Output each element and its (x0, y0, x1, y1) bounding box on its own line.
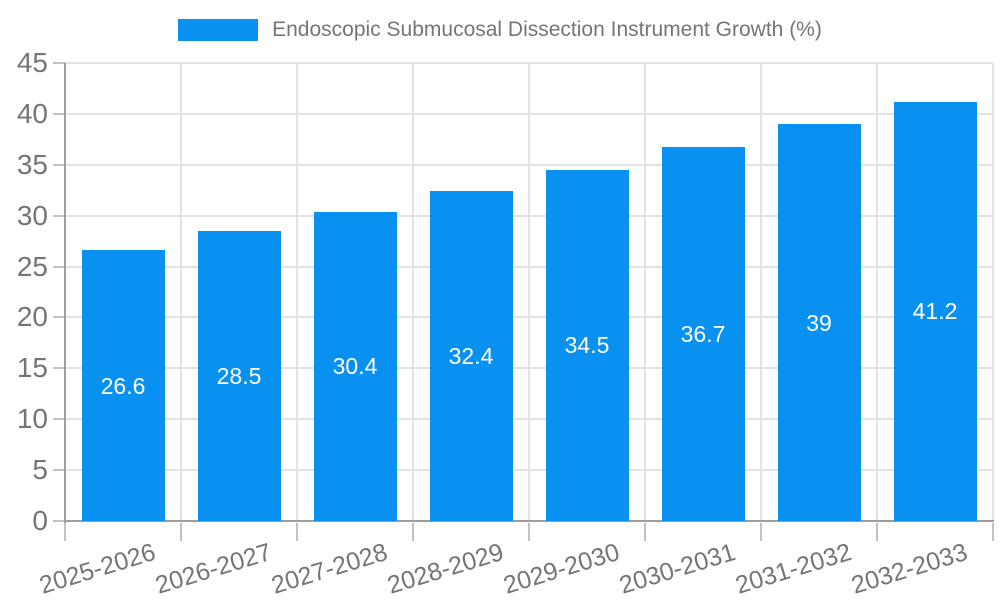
bar-2031-2032 (777, 124, 861, 521)
x-gridline (992, 63, 994, 521)
x-gridline (296, 63, 298, 521)
x-gridline (760, 63, 762, 521)
y-axis-tick (53, 62, 65, 64)
y-axis-tick (53, 214, 65, 217)
bar-value-label: 28.5 (216, 362, 262, 389)
bar-2025-2026 (81, 250, 165, 521)
x-axis-label: 2028-2029 (384, 538, 508, 600)
y-axis-label: 5 (32, 454, 48, 486)
bar-2026-2027 (197, 230, 281, 521)
x-axis-tick (296, 523, 298, 541)
x-axis-label: 2029-2030 (500, 538, 624, 600)
bar-2029-2030 (545, 169, 629, 521)
y-axis-label: 15 (16, 352, 48, 384)
y-axis-tick (53, 367, 65, 370)
y-axis-label: 45 (16, 47, 48, 78)
bar-value-label: 32.4 (448, 343, 494, 370)
x-axis-label: 2031-2032 (732, 538, 856, 600)
x-axis-tick (876, 523, 878, 541)
legend-label: Endoscopic Submucosal Dissection Instrum… (272, 18, 822, 41)
bar-value-label: 36.7 (680, 321, 726, 348)
legend-swatch (178, 19, 259, 41)
x-axis-tick (412, 523, 414, 541)
y-axis-tick (53, 520, 65, 522)
y-axis-tick (53, 418, 65, 421)
bar-value-label: 26.6 (100, 372, 146, 399)
x-axis-tick (760, 523, 762, 541)
x-axis-label: 2032-2033 (848, 538, 972, 600)
y-axis-label: 40 (16, 97, 48, 129)
x-gridline (528, 63, 530, 521)
y-axis-label: 25 (16, 250, 48, 282)
bar-2028-2029 (429, 191, 513, 521)
legend: Endoscopic Submucosal Dissection Instrum… (0, 18, 1000, 42)
x-gridline (180, 63, 182, 521)
x-axis-label: 2027-2028 (268, 538, 392, 600)
x-axis-tick (992, 523, 994, 541)
bar-value-label: 30.4 (332, 353, 378, 380)
y-axis-label: 10 (16, 403, 48, 435)
x-gridline (644, 63, 646, 521)
y-axis-tick (53, 163, 65, 166)
bar-2032-2033 (893, 101, 977, 521)
x-axis-tick (644, 523, 646, 541)
y-axis-label: 30 (16, 199, 48, 231)
x-axis-tick (180, 523, 182, 541)
y-axis-tick (53, 316, 65, 319)
y-axis-line (64, 63, 66, 523)
y-axis-tick (53, 112, 65, 115)
y-axis-tick (53, 469, 65, 472)
x-axis-label: 2026-2027 (152, 538, 276, 600)
x-axis-line (64, 520, 994, 522)
x-axis-label: 2025-2026 (36, 538, 160, 600)
y-axis-label: 0 (32, 505, 48, 536)
x-gridline (412, 63, 414, 521)
y-axis-label: 20 (16, 301, 48, 333)
bar-2030-2031 (661, 147, 745, 521)
x-axis-tick (528, 523, 530, 541)
x-gridline (876, 63, 878, 521)
x-axis-label: 2030-2031 (616, 538, 740, 600)
y-axis-tick (53, 265, 65, 268)
bar-2027-2028 (313, 211, 397, 521)
y-axis-label: 35 (16, 148, 48, 180)
bar-value-label: 41.2 (912, 298, 958, 325)
bar-value-label: 39 (806, 309, 832, 336)
x-axis-tick (64, 523, 66, 541)
bar-value-label: 34.5 (564, 332, 610, 359)
